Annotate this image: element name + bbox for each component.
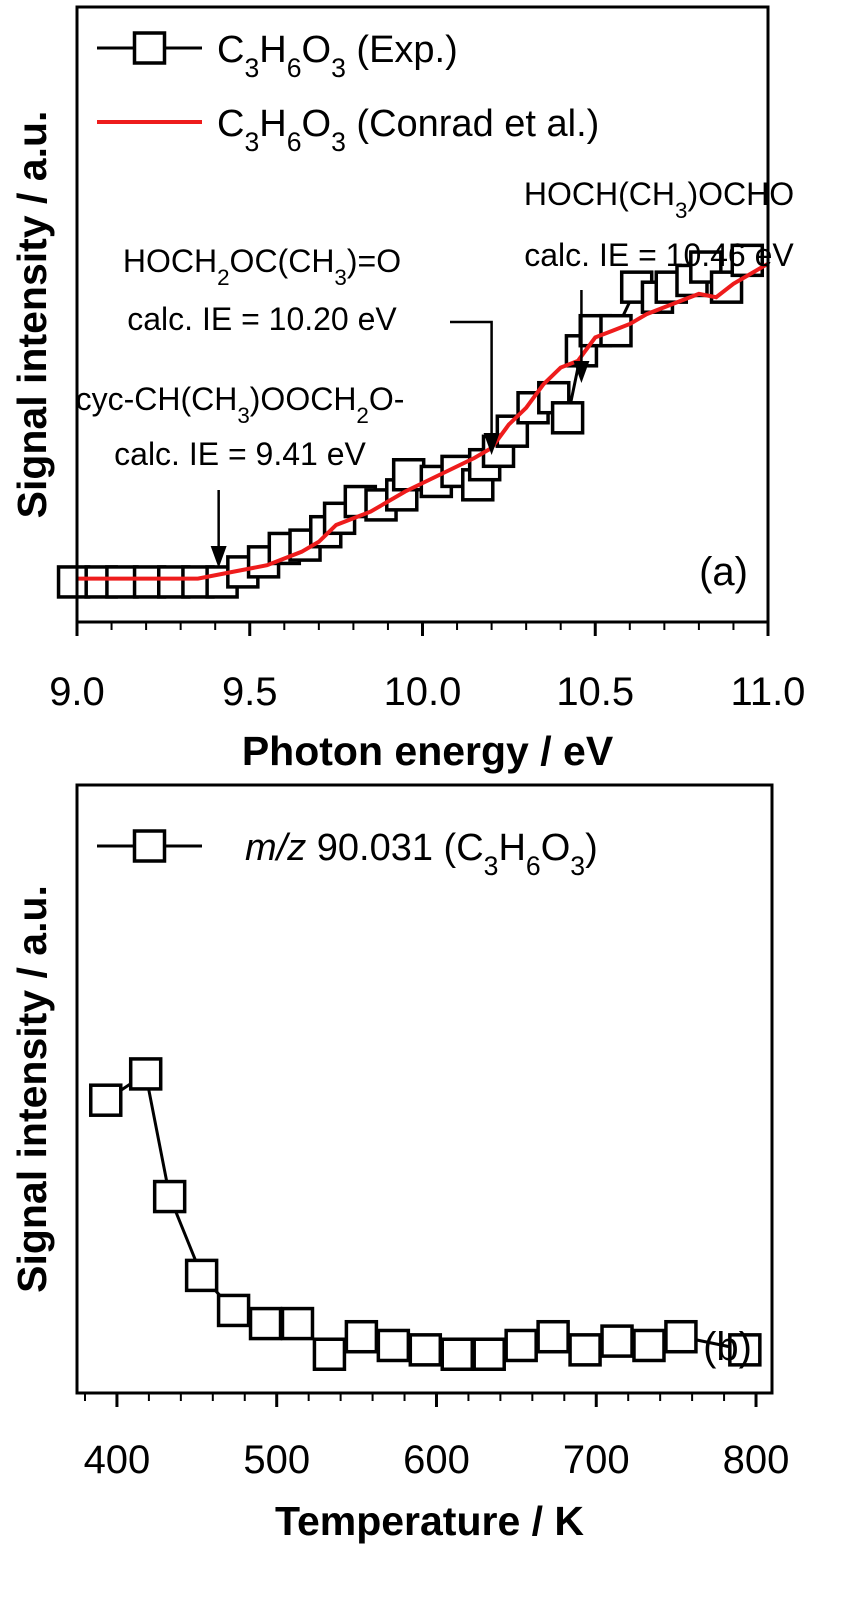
x-tick-label: 400: [84, 1438, 151, 1482]
series-1: [56, 243, 765, 599]
x-tick-label: 600: [403, 1438, 470, 1482]
x-tick-label: 10.0: [384, 670, 462, 714]
panel-a-annotations: cyc-CH(CH3)OOCH2O-calc. IE = 9.41 eVHOCH…: [76, 176, 794, 568]
x-tick-label: 10.5: [556, 670, 634, 714]
annotation-ie-value: calc. IE = 10.20 eV: [127, 301, 397, 337]
legend-marker-swatch: [132, 31, 167, 65]
series-2: [77, 261, 770, 581]
data-point-marker: [440, 1337, 475, 1371]
panel-b-plot-frame: [75, 783, 774, 1395]
annotation-arrow-line: [450, 320, 493, 439]
x-tick-label: 9.5: [222, 670, 278, 714]
data-point-marker: [568, 1333, 602, 1367]
panel-a-legend: C3H6O3 (Exp.) C3H6O3 (Conrad et al.): [97, 29, 599, 157]
panel-a-photon-energy-chart: 9.0 9.5 10.0 10.5 11.0 Photon energy / eV Si…: [9, 5, 805, 774]
data-point-marker: [56, 565, 91, 599]
data-point-marker: [216, 1293, 251, 1328]
data-point-marker: [664, 1319, 698, 1354]
annotation-ie-value: calc. IE = 9.41 eV: [114, 436, 366, 472]
data-point-marker: [128, 1057, 163, 1091]
panel-b-temperature-chart: 400 500 600 700 800 Temperature / K Signal i…: [9, 783, 790, 1544]
data-point-marker: [600, 1324, 634, 1358]
data-point-marker: [152, 1179, 187, 1214]
annotation-2: HOCH2OC(CH3)=O calc. IE = 10.20 eV: [123, 243, 500, 455]
annotation-3: HOCH(CH3)OCHO calc. IE = 10.46 eV: [524, 176, 794, 383]
legend-entry: C3H6O3 (Conrad et al.): [97, 103, 599, 157]
data-point-marker: [105, 565, 139, 599]
annotation-species: HOCH(CH3)OCHO: [524, 176, 794, 223]
annotation-arrow-head: [573, 361, 590, 383]
panel-a-x-axis-title: Photon energy / eV: [242, 728, 614, 774]
panel-b-y-axis-title: Signal intensity / a.u.: [9, 885, 55, 1293]
legend-label: C3H6O3 (Conrad et al.): [217, 103, 599, 157]
annotation-ie-value: calc. IE = 10.46 eV: [524, 237, 794, 273]
annotation-1: cyc-CH(CH3)OOCH2O-calc. IE = 9.41 eV: [76, 381, 405, 568]
data-point-marker: [184, 1258, 219, 1293]
panel-b-x-ticks: 400 500 600 700 800: [84, 1393, 790, 1482]
data-point-marker: [632, 1328, 666, 1363]
data-point-marker: [89, 1083, 123, 1117]
x-tick-label: 800: [723, 1438, 790, 1482]
data-point-marker: [408, 1333, 443, 1367]
data-point-marker: [248, 1306, 283, 1341]
panel-b-x-axis-title: Temperature / K: [275, 1498, 584, 1544]
legend-label: C3H6O3 (Exp.): [217, 29, 458, 83]
panel-b-label: (b): [703, 1325, 752, 1369]
annotation-arrow-head: [483, 433, 500, 455]
data-point-marker: [312, 1337, 347, 1371]
legend-entry: m/z 90.031 (C3H6O3): [97, 827, 598, 881]
annotation-arrow-head: [210, 546, 227, 568]
legend-label: m/z 90.031 (C3H6O3): [245, 827, 598, 881]
x-tick-label: 11.0: [731, 670, 806, 714]
data-point-marker: [504, 1328, 538, 1363]
data-point-marker: [550, 401, 585, 435]
x-tick-label: 700: [563, 1438, 630, 1482]
data-point-marker: [472, 1337, 506, 1371]
legend-marker-swatch: [132, 829, 167, 863]
data-point-marker: [376, 1328, 411, 1363]
data-point-marker: [280, 1306, 315, 1341]
annotation-species: cyc-CH(CH3)OOCH2O-: [76, 381, 405, 428]
legend-entry: C3H6O3 (Exp.): [97, 29, 458, 83]
panel-a-y-axis-title: Signal intensity / a.u.: [9, 111, 55, 519]
panel-a-label: (a): [699, 550, 748, 594]
data-point-marker: [728, 1333, 762, 1367]
panel-b-plot-content: [89, 1057, 762, 1371]
panel-a-x-ticks: 9.0 9.5 10.0 10.5 11.0: [49, 622, 805, 714]
series-1: [89, 1057, 762, 1371]
series-line: [77, 261, 770, 581]
series-line: [104, 1071, 746, 1357]
data-point-marker: [344, 1319, 379, 1354]
x-tick-label: 500: [243, 1438, 310, 1482]
x-tick-label: 9.0: [49, 670, 105, 714]
annotation-species: HOCH2OC(CH3)=O: [123, 243, 401, 290]
data-point-marker: [536, 1319, 570, 1354]
panel-a-plot-content: [56, 243, 770, 599]
panel-b-legend: m/z 90.031 (C3H6O3): [97, 827, 598, 881]
